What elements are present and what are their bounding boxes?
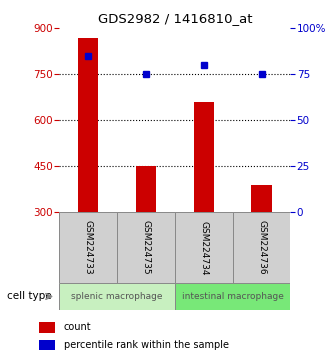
Text: GSM224736: GSM224736	[257, 221, 266, 275]
Bar	[59, 212, 117, 283]
Text: cell type: cell type	[7, 291, 51, 302]
Bar	[175, 283, 290, 310]
Bar	[136, 166, 156, 212]
Text: count: count	[64, 322, 91, 332]
Text: splenic macrophage: splenic macrophage	[71, 292, 163, 301]
Bar	[117, 212, 175, 283]
Bar	[251, 185, 272, 212]
Bar	[78, 38, 98, 212]
Bar	[175, 212, 233, 283]
Text: GSM224735: GSM224735	[142, 221, 150, 275]
Text: GSM224733: GSM224733	[84, 221, 93, 275]
Bar	[39, 340, 55, 350]
Bar	[39, 322, 55, 333]
Bar	[194, 102, 214, 212]
Bar	[59, 283, 175, 310]
Text: GSM224734: GSM224734	[199, 221, 208, 275]
Text: GDS2982 / 1416810_at: GDS2982 / 1416810_at	[98, 12, 252, 25]
Text: percentile rank within the sample: percentile rank within the sample	[64, 340, 229, 350]
Text: intestinal macrophage: intestinal macrophage	[182, 292, 283, 301]
Bar	[233, 212, 290, 283]
